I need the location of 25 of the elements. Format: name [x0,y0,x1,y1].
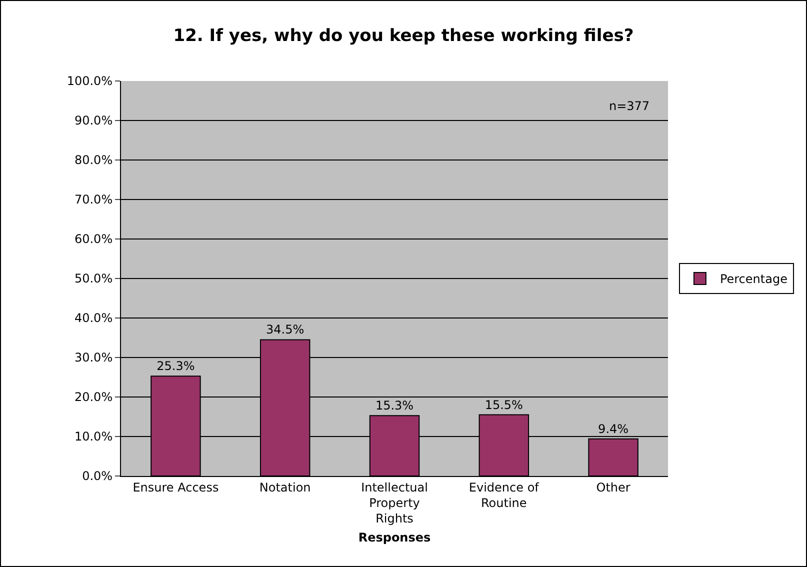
annotation: n=377 [609,99,650,113]
data-label: 34.5% [266,322,304,337]
chart-title: 12. If yes, why do you keep these working files? [173,26,634,46]
y-tick-label: 90.0% [74,114,113,128]
y-tick-label: 60.0% [74,232,113,246]
x-tick-label: Intellectual Property Rights [361,480,428,526]
y-tick-label: 70.0% [74,192,113,207]
data-label: 15.3% [375,398,414,413]
legend-label: Percentage [720,272,788,286]
y-tick-label: 80.0% [74,153,113,168]
data-label: 25.3% [156,359,195,374]
y-tick-label: 50.0% [74,272,113,286]
data-label: 15.5% [484,398,523,412]
x-tick-label: Notation [259,480,311,494]
y-tick-label: 0.0% [82,469,113,484]
y-tick-label: 20.0% [74,390,113,404]
x-axis-title: Responses [358,530,431,544]
y-tick-label: 100.0% [66,74,113,88]
y-tick-label: 10.0% [74,430,113,444]
data-label: 9.4% [598,422,629,436]
x-tick-label: Other [596,480,630,494]
y-tick-label: 30.0% [74,350,113,365]
y-tick-label: 40.0% [74,311,113,326]
x-tick-label: Ensure Access [132,480,219,494]
x-tick-label: Evidence of Routine [468,480,540,510]
